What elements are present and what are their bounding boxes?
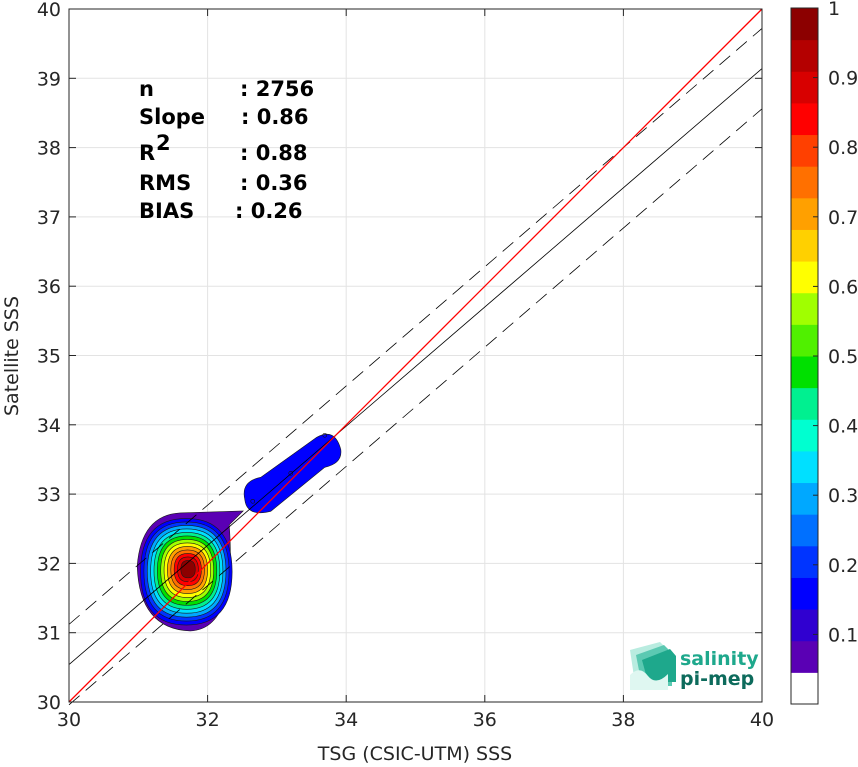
- stat-label: BIAS: [139, 199, 194, 223]
- wave-logo-icon: [630, 642, 676, 690]
- colorbar-swatch: [791, 39, 818, 72]
- x-axis-label: TSG (CSIC-UTM) SSS: [317, 743, 512, 765]
- colorbar-tick-label: 0.4: [828, 416, 858, 438]
- x-axis-ticks: 30 32 34 36 38 40: [57, 9, 774, 731]
- regression-fit-line: [68, 68, 763, 665]
- x-tick-label: 38: [611, 709, 635, 731]
- colorbar-swatch: [791, 672, 818, 705]
- colorbar-swatch: [791, 640, 818, 673]
- statistics-box: n : 2756 Slope : 0.86 R 2 : 0.88 RMS : 0.36 BIAS:…: [139, 77, 314, 223]
- y-tick-label: 35: [37, 346, 61, 368]
- colorbar-swatch: [791, 450, 818, 484]
- stat-value: : 0.88: [240, 141, 308, 165]
- colorbar-tick-label: 0.3: [828, 485, 858, 507]
- logo-text-salinity: salinity: [680, 648, 759, 670]
- colorbar-swatch: [791, 482, 818, 515]
- y-tick-label: 31: [37, 623, 61, 645]
- y-tick-label: 39: [37, 68, 61, 90]
- colorbar-swatch: [791, 8, 818, 41]
- contour-level: [250, 499, 256, 504]
- y-tick-label: 40: [37, 0, 61, 21]
- colorbar-tick-label: 0.9: [828, 68, 858, 90]
- density-contours: [136, 433, 342, 632]
- colorbar-swatch: [791, 356, 818, 389]
- colorbar-swatch: [791, 292, 818, 325]
- contour-level: [288, 471, 294, 476]
- colorbar-tick-label: 0.7: [828, 207, 858, 229]
- stat-label: RMS: [139, 171, 191, 195]
- y-axis-label: Satellite SSS: [1, 296, 23, 416]
- colorbar-tick-label: 0.1: [828, 624, 858, 646]
- colorbar-swatch: [791, 609, 818, 642]
- stat-value: : 2756: [240, 77, 314, 101]
- salinity-pi-mep-logo: salinity pi-mep: [630, 642, 759, 690]
- colorbar-swatch: [791, 102, 818, 136]
- y-tick-label: 34: [37, 415, 61, 437]
- x-tick-label: 32: [196, 709, 220, 731]
- stat-label: R: [139, 141, 155, 165]
- colorbar-swatch: [791, 577, 818, 610]
- colorbar-swatch: [791, 71, 818, 104]
- colorbar-tick-label: 1: [828, 0, 840, 20]
- stat-label-superscript: 2: [156, 131, 171, 155]
- x-tick-label: 34: [334, 709, 358, 731]
- colorbar-swatch: [791, 229, 818, 262]
- colorbar-tick-label: 0.2: [828, 555, 858, 577]
- colorbar-swatch: [791, 324, 818, 357]
- y-tick-label: 38: [37, 138, 61, 160]
- colorbar-swatch: [791, 197, 818, 230]
- y-tick-label: 37: [37, 207, 61, 229]
- x-tick-label: 40: [750, 709, 774, 731]
- y-tick-label: 33: [37, 484, 61, 506]
- contour-level: [180, 560, 196, 579]
- y-axis-ticks: 30 31 32 33 34 35 36 37 38 39 40: [37, 0, 762, 714]
- stat-label: Slope: [139, 105, 205, 129]
- logo-text-pimep: pi-mep: [680, 668, 754, 690]
- y-tick-label: 32: [37, 553, 61, 575]
- stat-label: n: [139, 77, 154, 101]
- colorbar-tick-label: 0.8: [828, 137, 858, 159]
- colorbar-tick-label: 0.6: [828, 276, 858, 298]
- contour-level: [322, 433, 328, 438]
- colorbar-swatch: [791, 545, 818, 578]
- y-tick-label: 36: [37, 276, 61, 298]
- colorbar-swatch: [791, 419, 818, 452]
- stat-value: : 0.36: [240, 171, 308, 195]
- colorbar-swatch: [791, 134, 818, 167]
- colorbar: 0.1 0.2 0.3 0.4 0.5 0.6 0.7 0.8 0.9 1: [790, 0, 858, 705]
- x-tick-label: 30: [57, 709, 81, 731]
- reference-lines: [68, 8, 763, 706]
- fit-upper-dashed-line: [68, 28, 763, 625]
- colorbar-swatch: [791, 261, 818, 294]
- colorbar-swatch: [791, 387, 818, 420]
- y-tick-label: 30: [37, 692, 61, 714]
- x-tick-label: 36: [473, 709, 497, 731]
- stat-value: : 0.86: [241, 105, 309, 129]
- colorbar-tick-label: 0.5: [828, 346, 858, 368]
- colorbar-swatch: [791, 514, 818, 547]
- stat-value: : 0.26: [235, 199, 303, 223]
- colorbar-swatch: [791, 166, 818, 199]
- one-to-one-line: [68, 8, 763, 703]
- fit-lower-dashed-line: [68, 108, 763, 706]
